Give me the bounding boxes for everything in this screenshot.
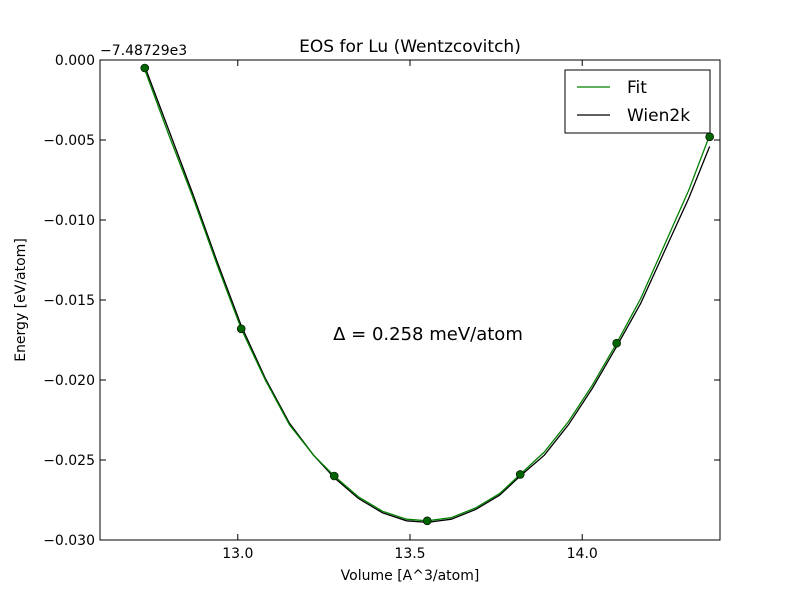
- legend-fit-label: Fit: [627, 78, 647, 98]
- y-axis-label: Energy [eV/atom]: [13, 238, 29, 362]
- legend-box: [564, 69, 711, 134]
- x-tick-label: 13.5: [394, 546, 425, 562]
- axes-layer: 13.0 13.5 14.0 0.000 −0.005 −0.010 −0.015 −0.02…: [43, 53, 720, 562]
- y-tick-label: −0.030: [43, 533, 95, 549]
- legend: Fit Wien2k: [564, 69, 711, 134]
- data-point-2: [236, 324, 246, 334]
- data-point-6: [612, 338, 621, 348]
- y-offset-text: −7.48729e3: [100, 43, 187, 59]
- data-point-5: [515, 470, 525, 479]
- x-tick-label: 13.0: [222, 546, 253, 562]
- legend-wien2k-label: Wien2k: [627, 106, 690, 126]
- y-tick-label: −0.005: [43, 133, 95, 149]
- plot-layer: [140, 63, 714, 526]
- chart-title: EOS for Lu (Wentzcovitch): [299, 37, 521, 57]
- y-tick-label: 0.000: [55, 53, 95, 69]
- y-tick-label: −0.020: [43, 373, 95, 389]
- x-tick-label: 14.0: [567, 546, 598, 562]
- y-tick-label: −0.015: [43, 293, 95, 309]
- data-point-1: [140, 63, 150, 73]
- x-axis-label: Volume [A^3/atom]: [341, 568, 480, 584]
- y-tick-label: −0.010: [43, 213, 95, 229]
- data-point-4: [422, 516, 432, 526]
- data-point-3: [329, 471, 339, 481]
- y-tick-label: −0.025: [43, 453, 95, 469]
- data-point-7: [705, 132, 714, 142]
- delta-annotation: Δ = 0.258 meV/atom: [333, 324, 523, 345]
